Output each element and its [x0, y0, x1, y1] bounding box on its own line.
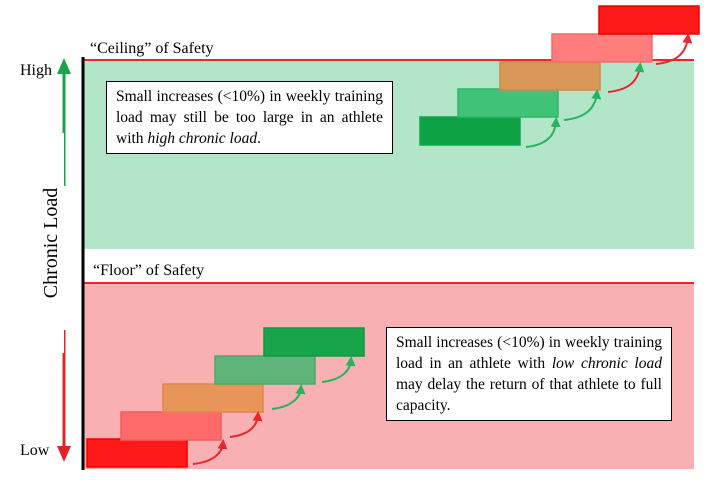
ceiling-note: Small increases (<10%) in weekly trainin… — [106, 81, 393, 154]
step-arrow — [192, 439, 228, 465]
floor-label: “Floor” of Safety — [93, 262, 205, 279]
high-label: High — [20, 62, 52, 79]
step-block — [214, 355, 316, 385]
step-block — [551, 33, 653, 63]
step-block — [419, 116, 521, 146]
chronic-load-axis-label: Chronic Load — [38, 133, 64, 353]
step-arrow — [563, 89, 602, 121]
floor-note-text: Small increases (<10%) in weekly trainin… — [396, 334, 662, 372]
low-label: Low — [20, 442, 50, 459]
ceiling-note-text: Small increases (<10%) in weekly trainin… — [116, 88, 383, 147]
floor-note: Small increases (<10%) in weekly trainin… — [386, 327, 672, 421]
upper-staircase — [419, 5, 700, 148]
high-arrow-head — [57, 58, 71, 74]
ceiling-note-suffix: . — [257, 130, 261, 147]
lower-staircase — [86, 327, 365, 468]
floor-note-emphasis: low chronic load — [551, 355, 662, 372]
step-arrow — [229, 411, 263, 438]
step-block — [499, 61, 601, 91]
ceiling-note-emphasis: high chronic load — [147, 130, 258, 147]
ceiling-label: “Ceiling” of Safety — [90, 40, 214, 57]
step-arrow — [271, 384, 306, 410]
step-block — [162, 383, 264, 413]
step-block — [598, 5, 700, 35]
step-block — [120, 411, 222, 441]
step-arrow — [655, 33, 693, 65]
floor-note-suffix: may delay the return of that athlete to … — [396, 376, 662, 414]
low-arrow-head — [57, 446, 71, 462]
step-arrow — [525, 117, 561, 148]
step-block — [263, 327, 365, 357]
step-block — [457, 88, 559, 118]
step-arrow — [607, 62, 645, 93]
step-arrow — [321, 356, 356, 383]
step-block — [86, 438, 188, 468]
